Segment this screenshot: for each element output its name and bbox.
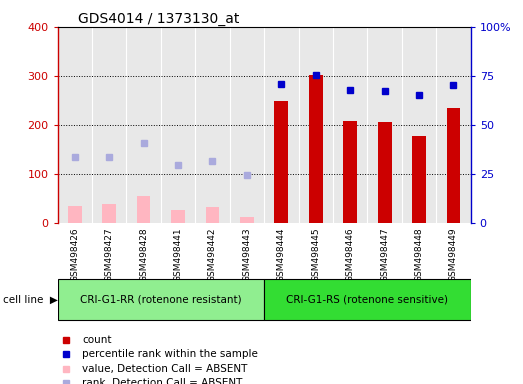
Text: CRI-G1-RR (rotenone resistant): CRI-G1-RR (rotenone resistant): [80, 295, 242, 305]
Bar: [309, 75, 323, 223]
Text: GSM498443: GSM498443: [242, 227, 252, 281]
Text: GSM498446: GSM498446: [346, 227, 355, 281]
Bar: [264, 279, 471, 320]
Text: GSM498447: GSM498447: [380, 227, 389, 281]
Bar: [447, 108, 460, 223]
Bar: [68, 205, 82, 223]
Bar: [343, 121, 357, 223]
Text: count: count: [82, 335, 112, 345]
Text: GSM498426: GSM498426: [70, 227, 79, 281]
Text: percentile rank within the sample: percentile rank within the sample: [82, 349, 258, 359]
Text: GSM498442: GSM498442: [208, 227, 217, 281]
Text: rank, Detection Call = ABSENT: rank, Detection Call = ABSENT: [82, 378, 243, 384]
Text: cell line  ▶: cell line ▶: [3, 295, 58, 305]
Bar: [275, 101, 288, 223]
Bar: [137, 196, 151, 223]
Bar: [240, 217, 254, 223]
Text: GSM498428: GSM498428: [139, 227, 148, 281]
Bar: [378, 122, 392, 223]
Bar: [171, 210, 185, 223]
Text: GSM498449: GSM498449: [449, 227, 458, 281]
Bar: [103, 204, 116, 223]
Bar: [412, 136, 426, 223]
Text: GSM498427: GSM498427: [105, 227, 113, 281]
Text: value, Detection Call = ABSENT: value, Detection Call = ABSENT: [82, 364, 248, 374]
Bar: [206, 207, 219, 223]
Text: GSM498441: GSM498441: [174, 227, 183, 281]
Text: GSM498444: GSM498444: [277, 227, 286, 281]
Text: CRI-G1-RS (rotenone sensitive): CRI-G1-RS (rotenone sensitive): [287, 295, 448, 305]
Text: GDS4014 / 1373130_at: GDS4014 / 1373130_at: [78, 12, 240, 26]
Text: GSM498448: GSM498448: [415, 227, 424, 281]
Text: GSM498445: GSM498445: [311, 227, 320, 281]
Bar: [58, 279, 264, 320]
